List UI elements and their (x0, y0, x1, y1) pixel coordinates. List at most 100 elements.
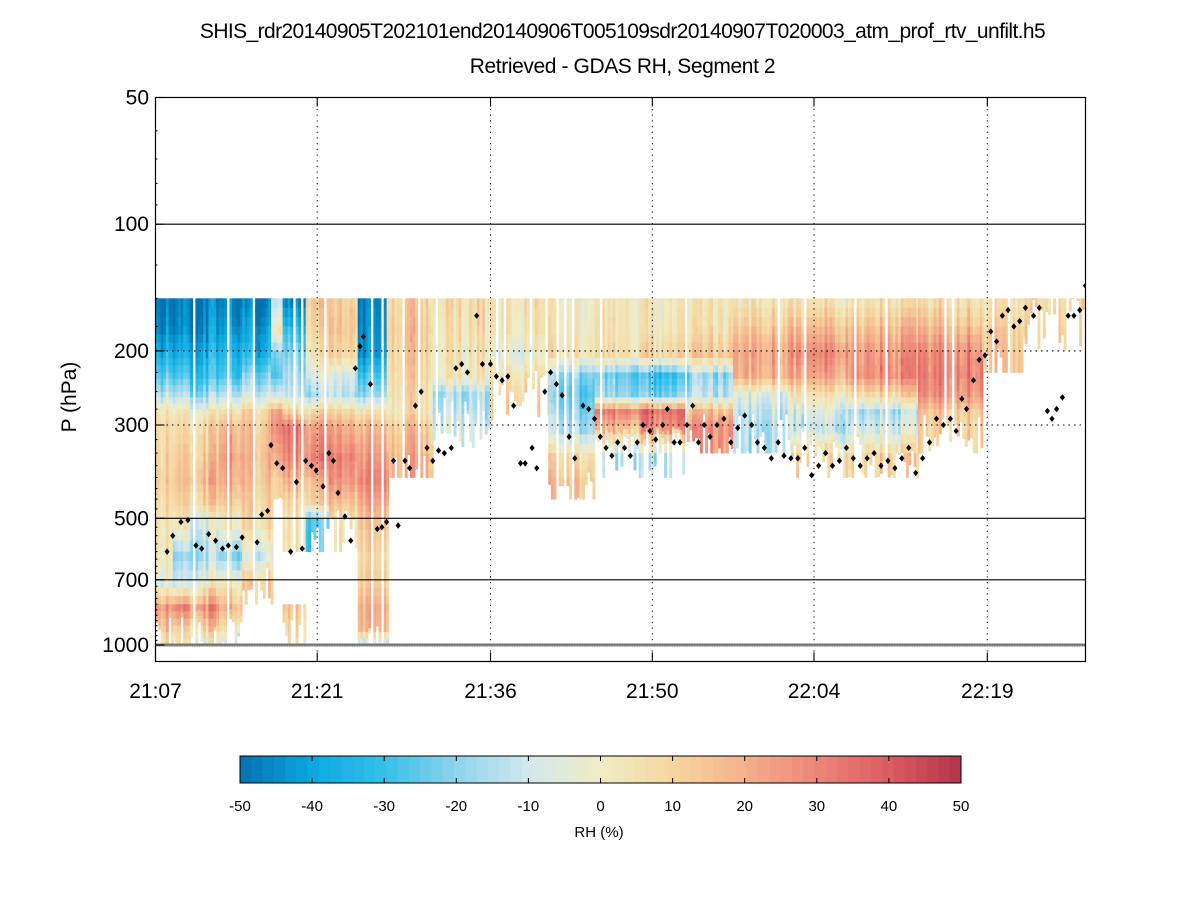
heatmap-cell (420, 453, 424, 462)
heatmap-cell (242, 529, 245, 541)
heatmap-cell (412, 378, 416, 386)
heatmap-cell (326, 453, 330, 462)
heatmap-cell (407, 378, 411, 386)
heatmap-cell (464, 378, 467, 386)
heatmap-cell (587, 350, 591, 359)
heatmap-cell (287, 499, 291, 506)
heatmap-cell (190, 307, 194, 318)
heatmap-cell (224, 579, 228, 589)
heatmap-cell (469, 342, 473, 352)
heatmap-cell (282, 350, 286, 359)
heatmap-cell (321, 453, 325, 462)
heatmap-cell (165, 358, 169, 366)
heatmap-cell (168, 608, 172, 614)
heatmap-cell (576, 385, 580, 392)
heatmap-cell (308, 326, 312, 335)
heatmap-cell (242, 477, 245, 486)
heatmap-cell (237, 604, 241, 612)
heatmap-cell (415, 298, 419, 309)
heatmap-cell (378, 570, 382, 581)
heatmap-cell (185, 326, 189, 335)
heatmap-cell (471, 298, 475, 309)
heatmap-cell (171, 561, 174, 571)
heatmap-cell (211, 425, 214, 435)
heatmap-cell (198, 317, 201, 327)
heatmap-cell (305, 443, 309, 454)
heatmap-cell (200, 477, 204, 486)
heatmap-cell (255, 511, 258, 519)
heatmap-cell (271, 419, 274, 426)
heatmap-cell (448, 334, 452, 344)
heatmap-cell (190, 469, 194, 478)
heatmap-cell (407, 419, 411, 426)
heatmap-cell (195, 378, 199, 386)
heatmap-cell (415, 419, 419, 426)
heatmap-cell (344, 326, 348, 335)
heatmap-cell (558, 326, 562, 335)
heatmap-cell (569, 484, 572, 493)
heatmap-cell (178, 365, 181, 373)
heatmap-cell (451, 385, 454, 392)
heatmap-cell (407, 358, 411, 366)
heatmap-cell (178, 391, 181, 398)
heatmap-cell (341, 317, 345, 327)
heatmap-cell (604, 317, 608, 327)
heatmap-cell (548, 391, 552, 398)
heatmap-cell (360, 540, 364, 552)
heatmap-cell (399, 397, 403, 404)
heatmap-cell (415, 342, 419, 352)
heatmap-cell (239, 409, 243, 415)
heatmap-cell (412, 397, 416, 404)
heatmap-cell (425, 385, 429, 392)
heatmap-cell (484, 334, 488, 344)
heatmap-cell (257, 570, 261, 581)
heatmap-cell (550, 365, 554, 373)
heatmap-cell (163, 511, 167, 519)
heatmap-cell (219, 461, 222, 470)
heatmap-cell (365, 596, 369, 605)
heatmap-cell (394, 307, 398, 318)
heatmap-cell (295, 298, 299, 309)
heatmap-cell (443, 372, 447, 380)
heatmap-cell (474, 378, 478, 386)
heatmap-cell (208, 409, 212, 415)
heatmap-cell (500, 317, 504, 327)
heatmap-cell (326, 484, 330, 493)
heatmap-cell (584, 317, 588, 327)
heatmap-cell (574, 298, 578, 309)
heatmap-cell (198, 579, 201, 589)
heatmap-cell (500, 358, 504, 366)
heatmap-cell (432, 298, 436, 309)
heatmap-cell (349, 491, 353, 500)
heatmap-cell (566, 307, 570, 318)
heatmap-cell (160, 618, 164, 627)
heatmap-cell (352, 391, 356, 398)
heatmap-cell (163, 551, 167, 562)
heatmap-cell (290, 334, 294, 344)
heatmap-cell (386, 350, 390, 359)
heatmap-cell (185, 540, 189, 552)
heatmap-cell (255, 397, 258, 404)
heatmap-cell (160, 561, 164, 571)
heatmap-cell (399, 414, 403, 421)
heatmap-cell (168, 453, 172, 462)
heatmap-cell (524, 326, 528, 335)
heatmap-cell (336, 334, 340, 344)
heatmap-cell (232, 587, 235, 597)
heatmap-cell (260, 298, 264, 309)
heatmap-cell (432, 326, 436, 335)
heatmap-cell (160, 638, 164, 646)
heatmap-cell (448, 403, 452, 410)
heatmap-cell (271, 403, 274, 410)
heatmap-cell (237, 629, 241, 633)
heatmap-cell (183, 365, 187, 373)
heatmap-cell (448, 326, 452, 335)
heatmap-cell (378, 477, 382, 486)
heatmap-cell (239, 358, 243, 366)
heatmap-cell (493, 334, 496, 344)
heatmap-cell (558, 409, 562, 415)
heatmap-cell (500, 298, 504, 309)
heatmap-cell (200, 385, 204, 392)
heatmap-cell (339, 378, 343, 386)
heatmap-cell (534, 357, 538, 365)
